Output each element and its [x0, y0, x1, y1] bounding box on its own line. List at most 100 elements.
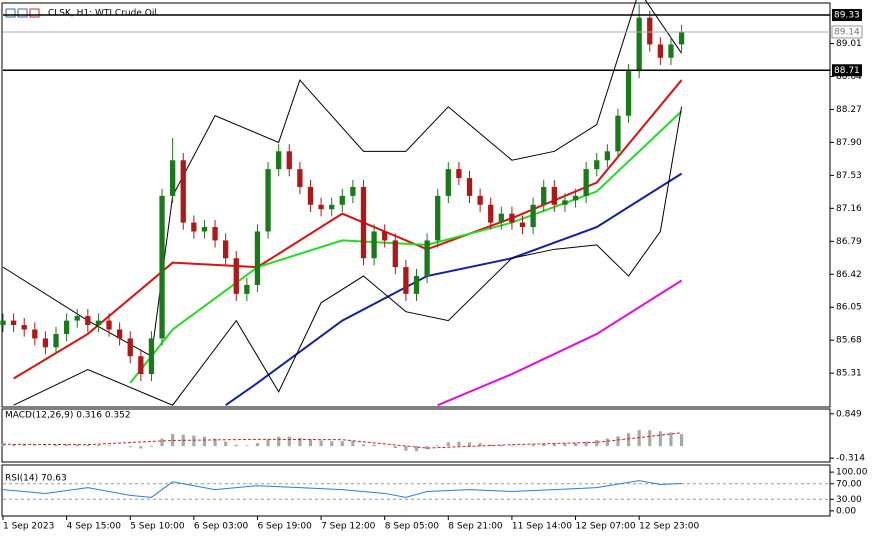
histogram-bar	[605, 438, 609, 447]
main-panel	[1, 2, 831, 408]
histogram-bar	[679, 434, 684, 447]
y-tick-label: 87.53	[836, 171, 862, 181]
rsi-panel	[1, 464, 831, 517]
candle-body	[392, 240, 398, 268]
y-tick-label: 86.05	[836, 303, 862, 313]
histogram-bar	[351, 440, 355, 447]
candle-body	[403, 267, 409, 294]
histogram-bar	[510, 445, 514, 447]
y-tick-label: 86.79	[836, 237, 862, 247]
y-tick-label: 87.16	[836, 204, 862, 214]
histogram-bar	[648, 430, 652, 447]
histogram-bar	[563, 443, 567, 447]
y-tick-label: 85.68	[836, 336, 862, 346]
histogram-bar	[616, 436, 620, 447]
candle-body	[223, 240, 229, 259]
candle-body	[371, 231, 377, 259]
chart-title: CLSK, H1: WTI Crude Oil	[48, 9, 157, 19]
candle-body	[583, 169, 589, 196]
y-tick-label: 70.00	[836, 479, 862, 489]
histogram-bar	[319, 440, 323, 447]
histogram-bar	[96, 445, 101, 447]
histogram-bar	[361, 444, 366, 447]
histogram-bar	[65, 444, 69, 447]
candle-body	[636, 17, 642, 72]
histogram-bar	[287, 436, 291, 447]
candle-body	[169, 160, 176, 196]
indicator-line	[2, 0, 682, 358]
histogram-bar	[298, 437, 302, 447]
x-tick-label: 7 Sep 12:00	[321, 522, 376, 532]
histogram-bar	[531, 444, 535, 447]
x-tick-label: 4 Sep 15:00	[67, 522, 122, 532]
candle-body	[74, 316, 80, 321]
candle-body	[191, 222, 197, 232]
x-tick-label: 8 Sep 21:00	[448, 522, 503, 532]
current-price-label: 89.14	[834, 27, 860, 37]
y-tick-label: 89.01	[836, 39, 862, 49]
y-tick-label: 0.849	[836, 409, 862, 419]
candle-body	[95, 320, 102, 326]
y-tick-label: 88.27	[836, 105, 862, 115]
histogram-bar	[637, 430, 641, 447]
x-tick-label: 6 Sep 19:00	[257, 522, 312, 532]
candle-body	[360, 186, 367, 259]
histogram-bar	[277, 436, 281, 447]
histogram-bar	[573, 443, 578, 447]
candle-body	[604, 151, 610, 161]
candle-body	[382, 231, 388, 241]
histogram-bar	[75, 444, 79, 447]
candle-body	[254, 231, 261, 285]
histogram-bar	[626, 433, 631, 447]
candle-body	[53, 333, 59, 348]
signal-line	[2, 432, 682, 449]
candle-body	[509, 213, 515, 223]
y-tick-label: 0.00	[836, 506, 856, 516]
x-tick-label: 6 Sep 03:00	[194, 522, 249, 532]
candle-body	[329, 204, 335, 210]
x-tick-label: 11 Sep 14:00	[512, 522, 572, 532]
histogram-bar	[393, 446, 397, 449]
candle-body	[615, 115, 621, 152]
candle-body	[572, 195, 579, 201]
candle-body	[519, 222, 526, 228]
histogram-bar	[43, 445, 48, 447]
candle-body	[668, 44, 674, 58]
x-tick-label: 12 Sep 23:00	[639, 522, 699, 532]
histogram-bar	[552, 443, 556, 447]
histogram-bar	[107, 445, 111, 447]
histogram-bar	[457, 441, 461, 447]
histogram-bar	[255, 443, 260, 447]
candle-body	[498, 213, 504, 223]
candle-body	[435, 195, 441, 241]
candle-body	[276, 151, 282, 170]
x-tick-label: 1 Sep 2023	[3, 522, 54, 532]
x-tick-label: 8 Sep 05:00	[385, 522, 440, 532]
x-tick-label: 5 Sep 10:00	[130, 522, 185, 532]
candle-body	[445, 169, 451, 196]
histogram-bar	[234, 444, 238, 447]
price-label-box	[832, 64, 862, 77]
candle-body	[0, 320, 6, 326]
y-tick-label: 85.31	[836, 369, 862, 379]
price-label: 89.33	[834, 11, 860, 21]
candle-body	[551, 186, 557, 205]
histogram-bar	[224, 441, 228, 447]
histogram-bar	[128, 446, 132, 448]
histogram-bar	[213, 438, 217, 447]
candle-body	[42, 338, 49, 348]
histogram-bar	[340, 441, 344, 447]
histogram-bar	[149, 446, 154, 447]
candle-body	[477, 195, 483, 205]
histogram-bar	[584, 441, 588, 447]
histogram-bar	[436, 445, 440, 447]
candle-body	[424, 240, 430, 277]
candle-body	[127, 338, 133, 357]
candle-body	[413, 276, 420, 294]
histogram-bar	[86, 445, 90, 447]
candle-body	[562, 200, 568, 205]
macd-title: MACD(12,26,9) 0.316 0.352	[5, 411, 131, 421]
histogram-bar	[330, 441, 334, 447]
histogram-bar	[22, 445, 26, 447]
